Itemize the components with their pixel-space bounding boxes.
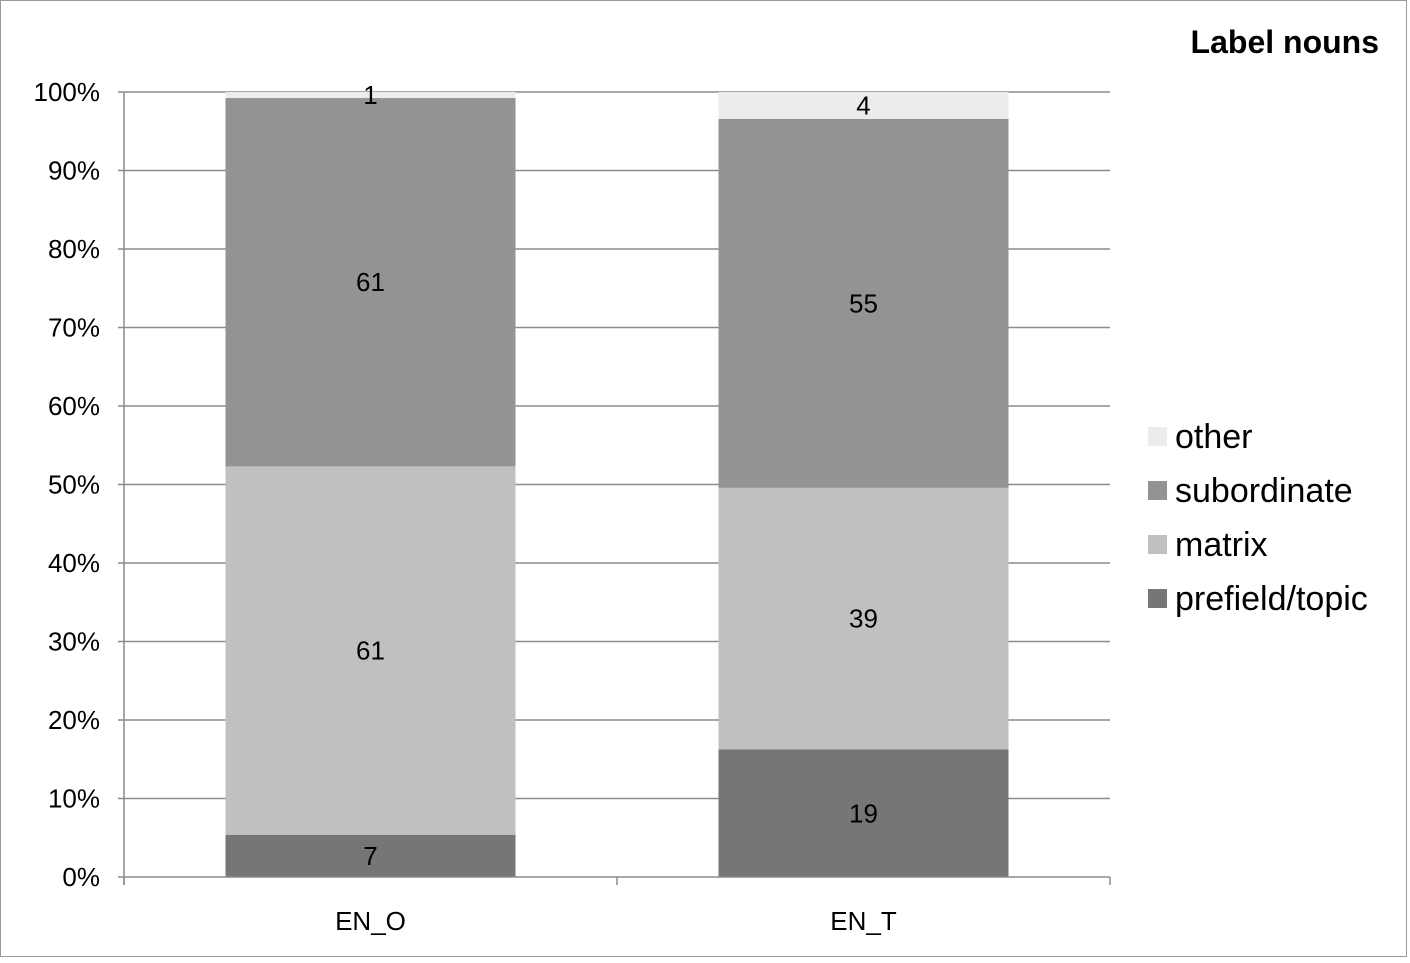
bar-segment — [225, 834, 516, 877]
y-tick-label: 30% — [48, 627, 100, 657]
y-tick-label: 0% — [62, 862, 100, 892]
y-tick-label: 10% — [48, 784, 100, 814]
legend-swatch — [1148, 481, 1167, 500]
data-label: 61 — [356, 267, 385, 297]
y-tick-label: 40% — [48, 548, 100, 578]
axes: 0% 10% 20% 30% 40% 50% 60% 70% 80% 90% 100% EN_O EN_… — [34, 77, 1111, 936]
legend-label: prefield/topic — [1175, 580, 1368, 618]
x-tick-label: EN_T — [830, 906, 897, 936]
legend-label: matrix — [1175, 526, 1268, 564]
x-tick-label: EN_O — [335, 906, 406, 936]
legend-label: subordinate — [1175, 472, 1353, 510]
bar-segment — [718, 487, 1009, 750]
bar-segment — [225, 98, 516, 467]
legend-label: other — [1175, 418, 1253, 456]
data-label: 19 — [849, 798, 878, 828]
chart-title: Label nouns — [1191, 24, 1379, 60]
y-tick-label: 60% — [48, 391, 100, 421]
data-label: 7 — [363, 841, 377, 871]
data-label: 39 — [849, 604, 878, 634]
data-label: 4 — [856, 90, 870, 120]
y-tick-label: 80% — [48, 234, 100, 264]
bar-segment — [718, 92, 1009, 119]
legend-swatch — [1148, 535, 1167, 554]
data-label: 55 — [849, 288, 878, 318]
bars — [225, 92, 1009, 877]
y-tick-label: 100% — [34, 77, 101, 107]
data-label: 1 — [363, 80, 377, 110]
legend-swatch — [1148, 427, 1167, 446]
legend: other subordinate matrix prefield/topic — [1148, 418, 1368, 618]
bar-segment — [718, 118, 1009, 488]
y-tick-label: 70% — [48, 313, 100, 343]
legend-swatch — [1148, 589, 1167, 608]
y-tick-label: 20% — [48, 705, 100, 735]
bar-segment — [718, 749, 1009, 877]
data-labels: 7 61 61 1 19 39 55 4 — [356, 80, 878, 871]
bar-segment — [225, 92, 516, 99]
bar-segment — [225, 466, 516, 835]
y-tick-label: 90% — [48, 156, 100, 186]
data-label: 61 — [356, 636, 385, 666]
y-tick-label: 50% — [48, 470, 100, 500]
